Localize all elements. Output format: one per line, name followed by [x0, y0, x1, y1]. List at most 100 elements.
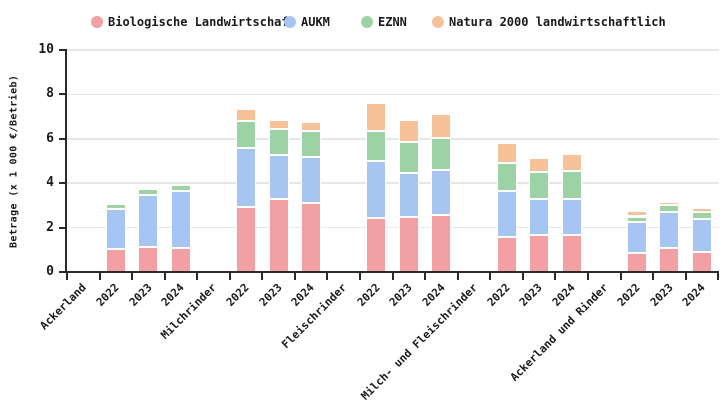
x-tick-mark — [391, 273, 394, 280]
bar-segment-eznn — [301, 131, 322, 157]
x-tick-label: 2022 — [93, 281, 122, 309]
y-axis-spine — [65, 49, 67, 273]
bar-segment-natura-2000 — [268, 119, 289, 130]
bar-segment-natura-2000 — [431, 113, 452, 138]
x-tick-label: 2022 — [484, 281, 513, 309]
y-tick-mark — [59, 93, 66, 96]
y-tick-label: 4 — [46, 175, 54, 191]
gridline-y-4 — [67, 182, 720, 184]
y-tick-mark — [59, 226, 66, 229]
bar-segment-aukm — [431, 170, 452, 216]
bar-segment-biologische-landwirtschaft — [561, 235, 582, 272]
bar-segment-eznn — [529, 172, 550, 200]
x-tick-mark — [521, 273, 524, 280]
bar-segment-natura-2000 — [398, 119, 419, 143]
x-tick-label: 2024 — [158, 281, 187, 309]
bar-segment-eznn — [170, 184, 191, 191]
bar-segment-natura-2000 — [529, 158, 550, 173]
x-tick-mark — [228, 273, 231, 280]
x-tick-mark — [684, 273, 687, 280]
x-tick-label: 2023 — [647, 281, 676, 309]
x-tick-mark — [619, 273, 622, 280]
bar-segment-eznn — [138, 188, 159, 195]
bar-segment-aukm — [268, 155, 289, 199]
bar-segment-biologische-landwirtschaft — [236, 206, 257, 272]
bar-segment-biologische-landwirtschaft — [691, 251, 712, 272]
x-tick-mark — [66, 273, 68, 280]
bar-segment-eznn — [398, 142, 419, 174]
legend-label: Biologische Landwirtschaf — [108, 15, 289, 29]
legend-dot-biologische-landwirtschaft-icon — [91, 16, 103, 28]
y-tick-mark — [59, 271, 66, 273]
y-axis-title: Betrage (x 1 000 €/Betrieb) — [8, 74, 20, 248]
bar-segment-aukm — [301, 157, 322, 203]
x-tick-mark — [652, 273, 655, 280]
gridline-y-8 — [67, 93, 720, 96]
bar-segment-aukm — [105, 208, 126, 249]
bar-segment-biologische-landwirtschaft — [301, 202, 322, 272]
bar-segment-natura-2000 — [659, 201, 680, 205]
bar-segment-aukm — [366, 161, 387, 218]
x-tick-mark — [326, 273, 329, 280]
x-tick-mark — [261, 273, 264, 280]
x-tick-mark — [456, 273, 459, 280]
bar-segment-eznn — [496, 163, 517, 191]
bar-segment-aukm — [626, 222, 647, 253]
x-tick-mark — [554, 273, 557, 280]
gridline-y-10 — [67, 49, 720, 51]
bar-segment-biologische-landwirtschaft — [170, 248, 191, 272]
bar-segment-aukm — [138, 194, 159, 248]
x-tick-label: Ackerland — [37, 281, 90, 333]
bar-segment-biologische-landwirtschaft — [626, 252, 647, 272]
x-tick-mark — [131, 273, 134, 280]
y-tick-label: 0 — [46, 264, 54, 279]
bar-segment-natura-2000 — [496, 143, 517, 164]
bar-segment-natura-2000 — [138, 186, 159, 189]
bar-segment-eznn — [236, 121, 257, 148]
y-tick-label: 8 — [46, 86, 54, 102]
x-tick-mark — [717, 273, 720, 280]
y-tick-label: 10 — [38, 42, 54, 57]
bar-segment-biologische-landwirtschaft — [366, 217, 387, 272]
bar-segment-biologische-landwirtschaft — [529, 235, 550, 272]
y-tick-mark — [59, 137, 66, 140]
bar-segment-biologische-landwirtschaft — [398, 216, 419, 272]
gridline-y-6 — [67, 138, 720, 140]
x-tick-mark — [98, 273, 101, 280]
bar-segment-eznn — [105, 203, 126, 209]
x-tick-mark — [424, 273, 427, 280]
y-tick-label: 6 — [46, 130, 54, 146]
gridline-y-2 — [67, 226, 720, 229]
legend-dot-aukm-icon — [284, 16, 296, 28]
x-tick-label: 2023 — [256, 281, 285, 309]
bar-segment-aukm — [236, 147, 257, 207]
bar-segment-biologische-landwirtschaft — [659, 247, 680, 272]
legend-label: EZNN — [378, 15, 407, 29]
y-tick-label: 2 — [46, 219, 54, 235]
bar-segment-eznn — [561, 170, 582, 199]
x-tick-label: 2023 — [517, 281, 546, 309]
bar-segment-biologische-landwirtschaft — [496, 236, 517, 272]
legend-dot-natura-2000-icon — [432, 16, 444, 28]
legend-label: AUKM — [301, 15, 330, 29]
x-tick-mark — [586, 273, 589, 280]
bar-segment-natura-2000 — [366, 103, 387, 132]
bar-segment-eznn — [268, 129, 289, 155]
bar-segment-aukm — [659, 211, 680, 248]
bar-segment-biologische-landwirtschaft — [431, 215, 452, 272]
bar-segment-aukm — [496, 190, 517, 237]
bar-segment-natura-2000 — [236, 109, 257, 122]
x-tick-label: 2022 — [354, 281, 383, 309]
bar-segment-eznn — [691, 211, 712, 220]
x-tick-label: 2024 — [289, 281, 318, 309]
y-tick-mark — [59, 49, 66, 51]
bar-segment-aukm — [561, 198, 582, 236]
bar-segment-natura-2000 — [561, 154, 582, 171]
bar-segment-natura-2000 — [691, 208, 712, 212]
x-tick-label: 2024 — [549, 281, 578, 309]
x-tick-label: 2023 — [126, 281, 155, 309]
bar-segment-eznn — [366, 131, 387, 161]
bar-segment-eznn — [431, 137, 452, 171]
